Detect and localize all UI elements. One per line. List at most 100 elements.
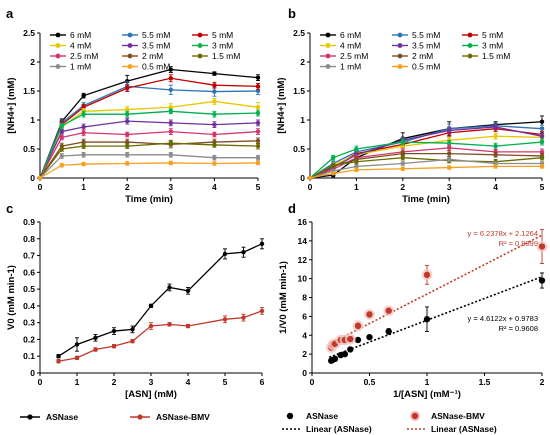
data-point xyxy=(255,105,261,110)
data-point xyxy=(493,164,498,169)
y-tick-label: 0.8 xyxy=(23,234,35,244)
x-tick-label: 3 xyxy=(447,182,452,192)
legend-label: ASNase xyxy=(46,412,78,422)
data-point xyxy=(331,171,336,176)
data-point xyxy=(168,76,173,81)
y-tick-label: 0.6 xyxy=(23,267,35,277)
data-point xyxy=(212,132,217,137)
data-point xyxy=(59,153,64,159)
x-axis-label: 1/[ASN] (mM⁻¹) xyxy=(393,389,461,400)
series xyxy=(307,138,545,181)
data-point xyxy=(354,146,359,152)
data-point xyxy=(130,327,135,332)
y-tick-label: 2.5 xyxy=(293,28,305,38)
data-point xyxy=(341,350,349,358)
legend-marker xyxy=(467,53,473,59)
y-tick-label: 0.3 xyxy=(23,318,35,328)
data-point xyxy=(255,75,261,80)
x-tick-label: 1 xyxy=(354,182,359,192)
legend-marker xyxy=(467,32,473,38)
x-tick-label: 4 xyxy=(493,182,498,192)
data-point xyxy=(255,129,261,134)
series-line xyxy=(39,162,259,179)
legend-marker xyxy=(325,43,331,48)
series xyxy=(307,115,545,181)
y-axis-label: V0 (mM min-1) xyxy=(6,265,17,330)
legend-label: 4 mM xyxy=(70,41,91,51)
series-line xyxy=(58,310,263,362)
x-tick-label: 3 xyxy=(149,377,154,387)
legend-marker xyxy=(127,43,133,48)
data-point xyxy=(74,355,80,361)
data-point xyxy=(255,88,261,94)
x-tick-label: 2 xyxy=(112,377,117,387)
series-line xyxy=(39,142,259,179)
data-point xyxy=(423,316,431,323)
legend-marker xyxy=(411,412,419,420)
series xyxy=(37,108,261,181)
data-point xyxy=(168,129,173,134)
series xyxy=(56,307,265,364)
data-point xyxy=(185,323,191,329)
y-tick-label: 0.2 xyxy=(23,334,35,344)
x-tick-label: 0.5 xyxy=(364,377,376,387)
data-point xyxy=(74,342,80,347)
legend-label: 3 mM xyxy=(482,41,503,51)
trendline-r2: R² = 0.9399 xyxy=(499,239,538,248)
legend: 6 mM 5.5 mM 5 mM 4 mM 3.5 mM 3 mM 2.5 mM 2 mM 1.… xyxy=(320,30,510,72)
series-line xyxy=(39,140,259,179)
data-point xyxy=(400,151,405,156)
data-point xyxy=(447,165,452,170)
legend-label: Linear (ASNase) xyxy=(431,424,497,434)
data-point xyxy=(212,155,217,160)
x-tick-label: 3 xyxy=(168,182,173,192)
data-point xyxy=(255,143,261,149)
legend-marker xyxy=(197,43,203,48)
legend: 6 mM 5.5 mM 5 mM 4 mM 3.5 mM 3 mM 2.5 mM 2 mM 1.… xyxy=(50,30,240,72)
data-point xyxy=(212,83,217,88)
legend-marker xyxy=(55,32,61,38)
legend-marker xyxy=(397,53,403,59)
legend-marker xyxy=(55,64,61,69)
data-point xyxy=(354,164,359,169)
data-point xyxy=(259,241,265,247)
data-point xyxy=(400,161,405,166)
data-point xyxy=(148,323,154,329)
data-point xyxy=(493,124,498,130)
panel-c: c 0 1 2 3 4 5 6 0 0.1 0.2 0.3 0.4 0.5 0.6 0.7 0.8 0.9 [ASN… xyxy=(6,201,265,422)
y-tick-label: 0.5 xyxy=(23,284,35,294)
data-point xyxy=(447,145,452,151)
data-point xyxy=(400,139,405,145)
data-point xyxy=(423,271,431,279)
data-point xyxy=(385,307,392,314)
y-axis-label: [NH4+] (mM) xyxy=(6,77,17,133)
data-point xyxy=(255,84,261,89)
legend-marker xyxy=(197,53,203,59)
y-tick-label: 2 xyxy=(302,349,307,359)
data-point xyxy=(125,139,130,145)
data-point xyxy=(539,155,545,160)
data-point xyxy=(255,160,261,166)
y-tick-label: 0.9 xyxy=(23,217,35,227)
data-point xyxy=(212,99,217,104)
y-tick-label: 12 xyxy=(298,255,308,265)
data-point xyxy=(447,128,452,133)
panel-b: b 0 1 2 3 4 5 0 0.5 1 1.5 2 2.5 Time (min) [NH4+] (mM)… xyxy=(276,6,545,205)
legend-label: 2 mM xyxy=(412,51,433,61)
y-tick-label: 16 xyxy=(298,217,308,227)
legend: ASNase ASNase-BMV Linear (ASNase) Linear (A… xyxy=(282,410,497,434)
data-point xyxy=(347,335,354,343)
data-point xyxy=(93,335,98,340)
y-tick-label: 1.5 xyxy=(23,86,35,96)
legend-marker xyxy=(286,412,294,420)
panel-letter: b xyxy=(288,6,296,21)
legend-label: Linear (ASNase) xyxy=(306,424,372,434)
x-tick-label: 1 xyxy=(425,377,430,387)
data-point xyxy=(93,347,98,352)
legend-marker xyxy=(325,64,331,69)
x-tick-label: 0 xyxy=(308,182,313,192)
data-point xyxy=(385,328,392,335)
data-point xyxy=(354,167,359,173)
data-point xyxy=(59,146,64,152)
